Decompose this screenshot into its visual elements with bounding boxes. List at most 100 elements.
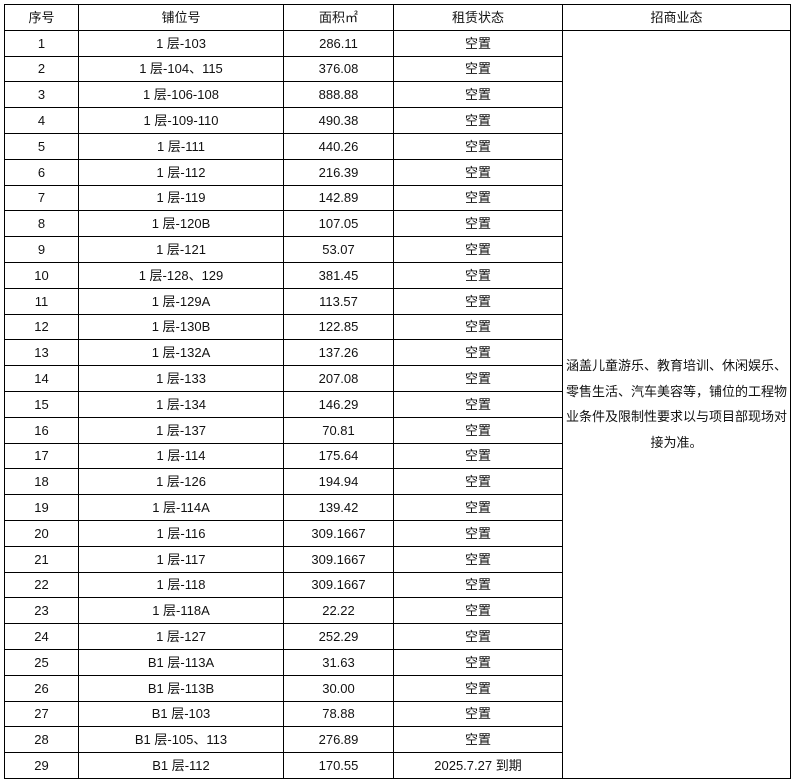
header-index: 序号: [4, 4, 79, 31]
cell-unit: 1 层-114A: [78, 494, 284, 521]
cell-unit: 1 层-126: [78, 468, 284, 496]
cell-index: 8: [4, 210, 79, 238]
cell-index: 7: [4, 184, 79, 212]
table-row: 24 1 层-127 252.29 空置: [4, 623, 791, 650]
cell-unit: 1 层-132A: [78, 339, 284, 367]
cell-status: 空置: [393, 132, 563, 160]
cell-area: 309.1667: [283, 519, 394, 547]
table-row: 22 1 层-118 309.1667 空置: [4, 571, 791, 599]
cell-index: 9: [4, 236, 79, 263]
cell-index: 2: [4, 55, 79, 83]
cell-unit: 1 层-119: [78, 184, 284, 212]
cell-unit: 1 层-117: [78, 545, 284, 573]
cell-status: 空置: [393, 648, 563, 676]
cell-unit: 1 层-106-108: [78, 81, 284, 109]
cell-unit: 1 层-116: [78, 519, 284, 547]
cell-unit: 1 层-130B: [78, 313, 284, 341]
cell-status: 空置: [393, 468, 563, 496]
cell-index: 14: [4, 365, 79, 392]
header-row: 序号 铺位号 面积㎡ 租赁状态 招商业态: [4, 4, 791, 31]
cell-status: 空置: [393, 184, 563, 212]
cell-area: 122.85: [283, 313, 394, 341]
cell-status: 空置: [393, 236, 563, 263]
cell-status: 空置: [393, 674, 563, 702]
cell-index: 26: [4, 674, 79, 702]
cell-status: 空置: [393, 571, 563, 599]
cell-area: 30.00: [283, 674, 394, 702]
cell-unit: 1 层-120B: [78, 210, 284, 238]
cell-area: 31.63: [283, 648, 394, 676]
table-row: 29 B1 层-112 170.55 2025.7.27 到期: [4, 752, 791, 779]
header-unit: 铺位号: [78, 4, 284, 31]
cell-index: 27: [4, 700, 79, 728]
cell-area: 440.26: [283, 132, 394, 160]
cell-unit: 1 层-118: [78, 571, 284, 599]
cell-index: 17: [4, 442, 79, 470]
cell-index: 24: [4, 623, 79, 650]
cell-index: 1: [4, 29, 79, 57]
cell-unit: B1 层-103: [78, 700, 284, 728]
cell-index: 12: [4, 313, 79, 341]
header-area: 面积㎡: [283, 4, 394, 31]
cell-unit: B1 层-112: [78, 752, 284, 779]
cell-area: 137.26: [283, 339, 394, 367]
cell-index: 18: [4, 468, 79, 496]
cell-index: 10: [4, 261, 79, 289]
cell-unit: 1 层-128、129: [78, 261, 284, 289]
cell-status: 空置: [393, 107, 563, 134]
cell-unit: 1 层-134: [78, 390, 284, 418]
cell-index: 23: [4, 597, 79, 625]
cell-area: 194.94: [283, 468, 394, 496]
cell-area: 309.1667: [283, 545, 394, 573]
cell-status: 空置: [393, 29, 563, 57]
cell-area: 22.22: [283, 597, 394, 625]
table-row: 15 1 层-134 146.29 空置: [4, 390, 791, 418]
table-row: 28 B1 层-105、113 276.89 空置: [4, 726, 791, 754]
cell-index: 28: [4, 726, 79, 754]
cell-status: 空置: [393, 623, 563, 650]
cell-index: 19: [4, 494, 79, 521]
cell-unit: 1 层-133: [78, 365, 284, 392]
cell-status: 空置: [393, 726, 563, 754]
table-row: 10 1 层-128、129 381.45 空置: [4, 261, 791, 289]
cell-status: 空置: [393, 390, 563, 418]
cell-area: 139.42: [283, 494, 394, 521]
cell-index: 15: [4, 390, 79, 418]
cell-area: 490.38: [283, 107, 394, 134]
cell-index: 29: [4, 752, 79, 779]
cell-index: 6: [4, 158, 79, 186]
cell-area: 53.07: [283, 236, 394, 263]
cell-unit: 1 层-121: [78, 236, 284, 263]
header-business: 招商业态: [562, 4, 791, 31]
business-scope: 涵盖儿童游乐、教育培训、休闲娱乐、零售生活、汽车美容等，铺位的工程物业条件及限制…: [562, 29, 791, 779]
cell-status: 空置: [393, 545, 563, 573]
cell-area: 78.88: [283, 700, 394, 728]
cell-unit: 1 层-104、115: [78, 55, 284, 83]
cell-index: 11: [4, 287, 79, 315]
cell-index: 3: [4, 81, 79, 109]
cell-index: 4: [4, 107, 79, 134]
cell-index: 13: [4, 339, 79, 367]
cell-status: 空置: [393, 519, 563, 547]
cell-status: 空置: [393, 261, 563, 289]
cell-status: 空置: [393, 158, 563, 186]
cell-status: 空置: [393, 416, 563, 444]
cell-unit: 1 层-129A: [78, 287, 284, 315]
cell-status: 空置: [393, 55, 563, 83]
cell-unit: 1 层-114: [78, 442, 284, 470]
cell-unit: B1 层-113A: [78, 648, 284, 676]
cell-area: 113.57: [283, 287, 394, 315]
cell-unit: 1 层-111: [78, 132, 284, 160]
cell-status: 空置: [393, 700, 563, 728]
cell-unit: 1 层-127: [78, 623, 284, 650]
cell-unit: 1 层-109-110: [78, 107, 284, 134]
cell-area: 142.89: [283, 184, 394, 212]
